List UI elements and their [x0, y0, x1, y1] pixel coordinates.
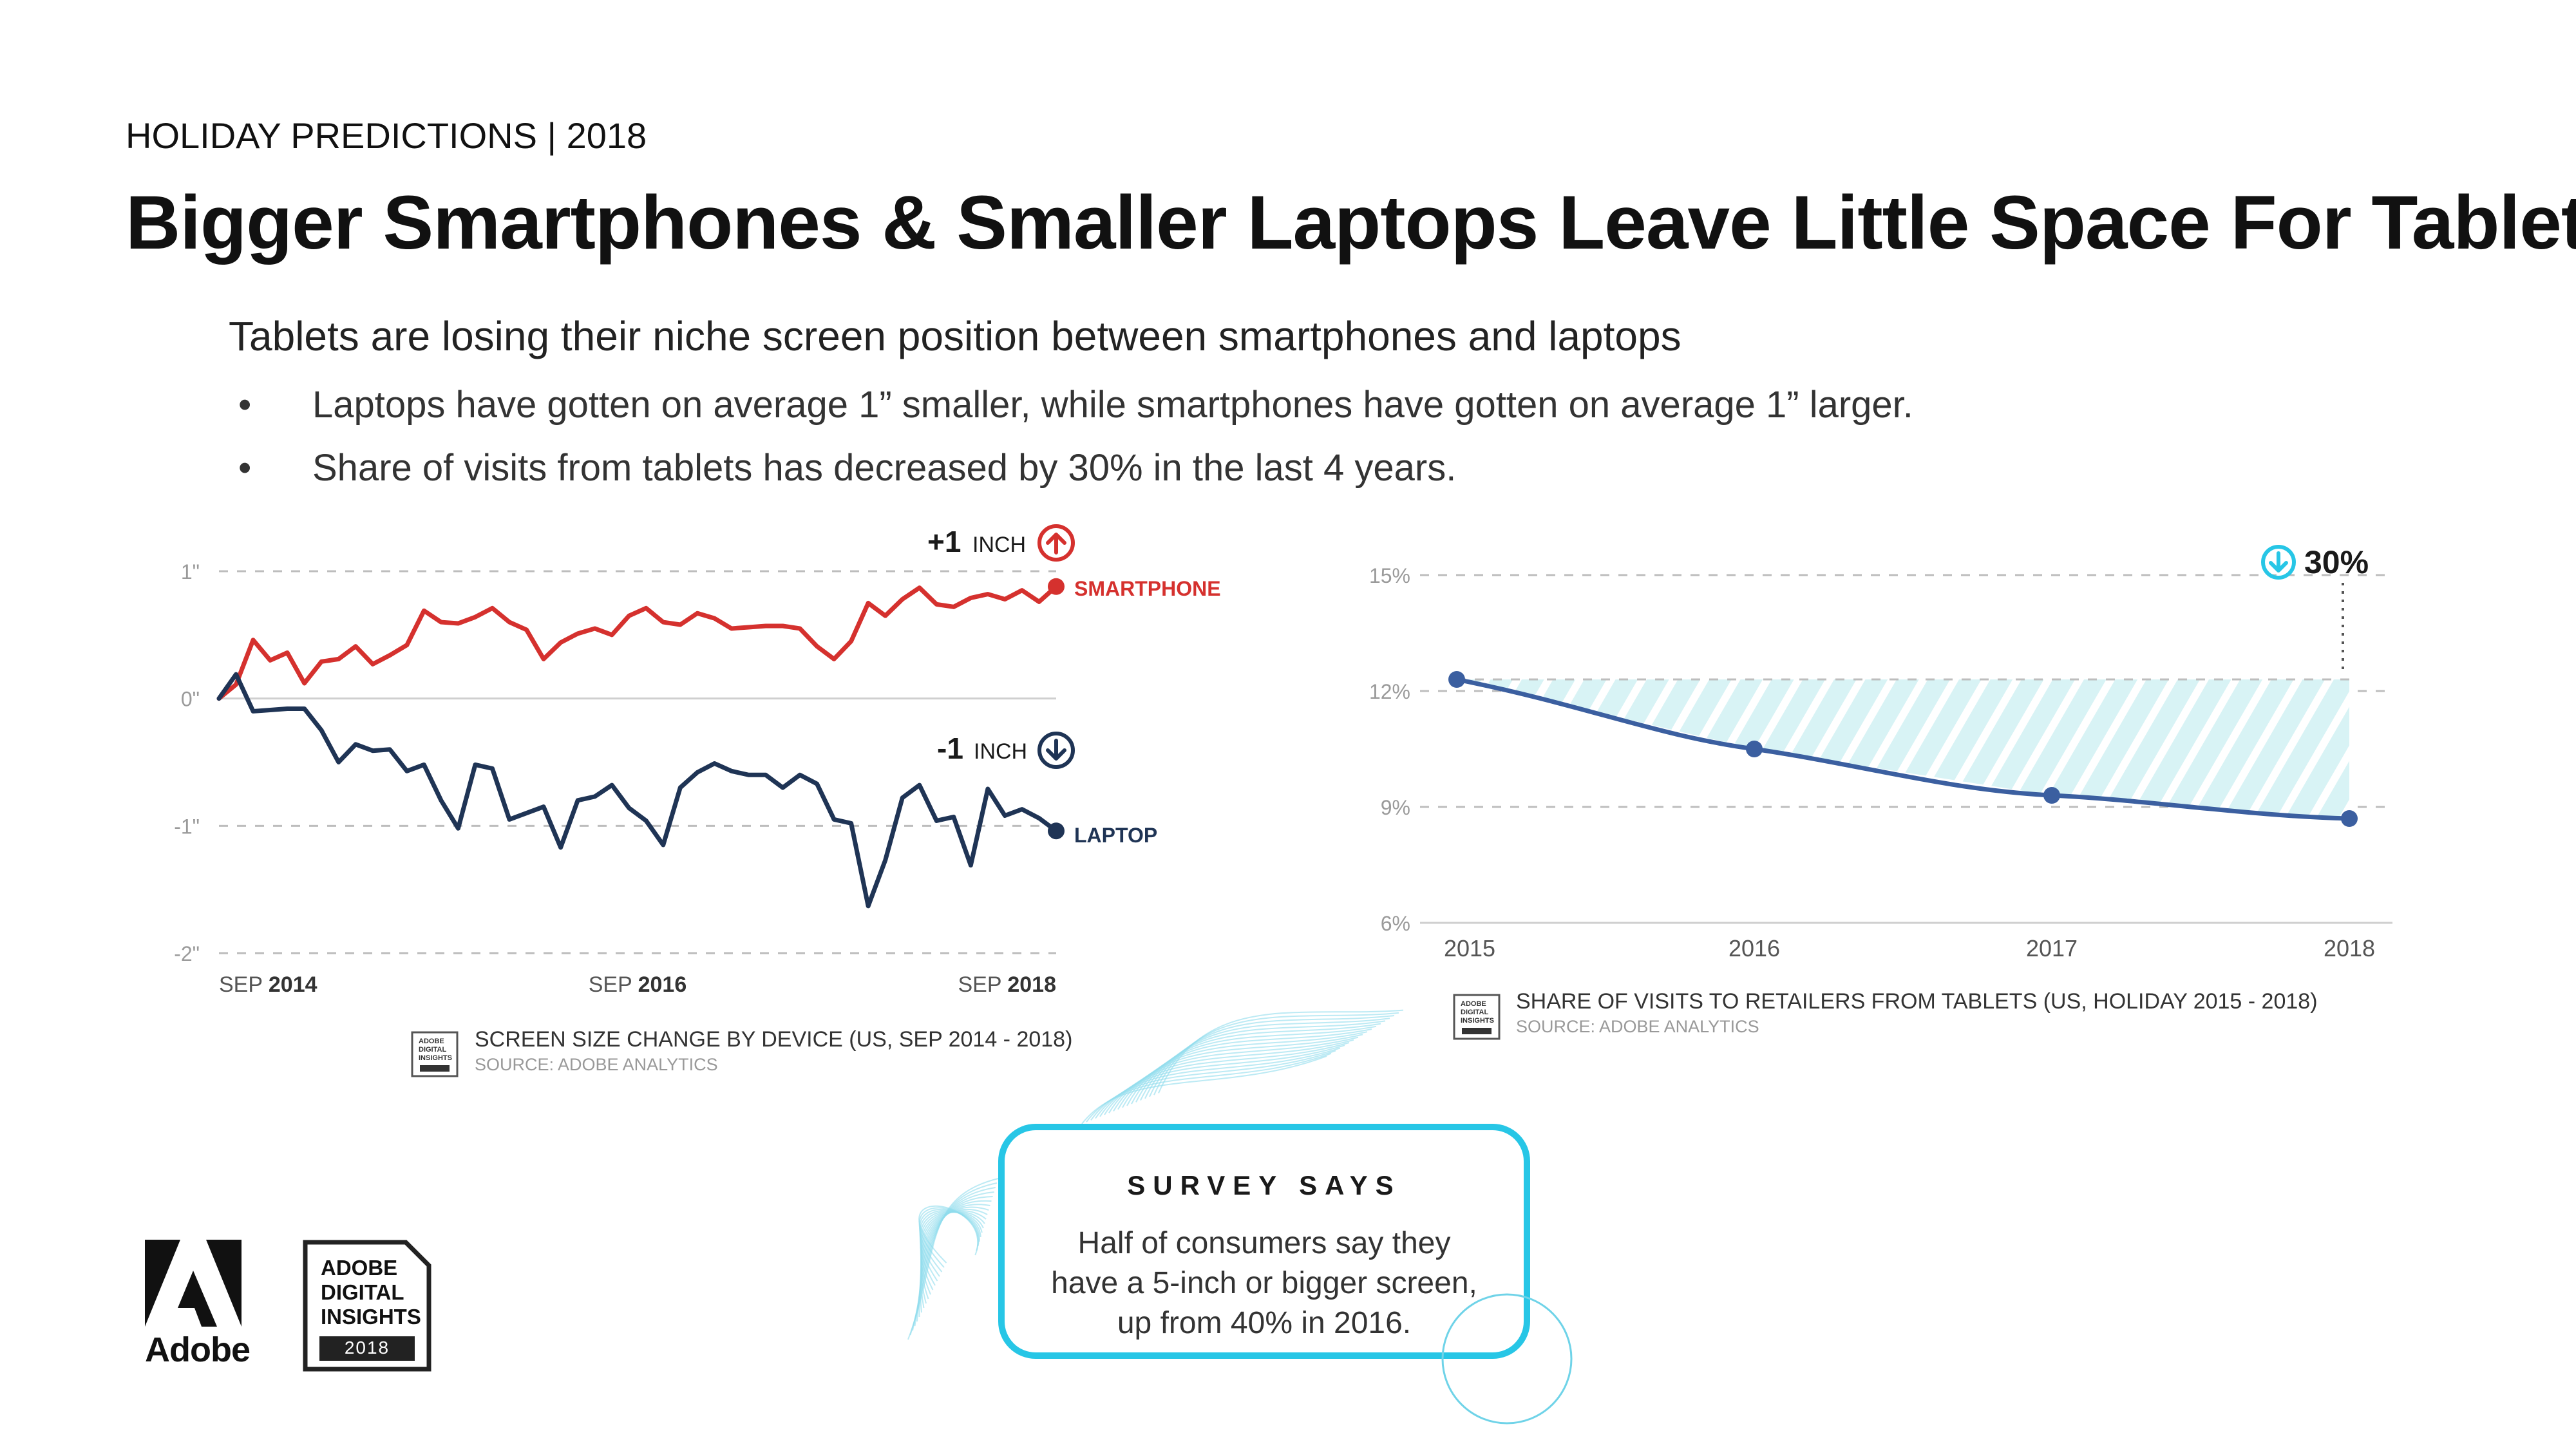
- page-title: Bigger Smartphones & Smaller Laptops Lea…: [126, 180, 2576, 265]
- laptop-series-label: LAPTOP: [1074, 824, 1157, 847]
- bullet-text: Share of visits from tablets has decreas…: [312, 447, 1457, 489]
- y-tick-label: 15%: [1369, 564, 1410, 587]
- y-tick-label: -2": [174, 942, 200, 965]
- arrow-down-circle-icon: [2261, 545, 2296, 580]
- svg-text:INSIGHTS: INSIGHTS: [419, 1054, 452, 1062]
- chart2-title: SHARE OF VISITS TO RETAILERS FROM TABLET…: [1516, 989, 2318, 1014]
- adobe-wordmark: Adobe: [145, 1331, 251, 1369]
- bullet-item: • Share of visits from tablets has decrea…: [229, 437, 1913, 500]
- svg-text:DIGITAL: DIGITAL: [419, 1046, 446, 1054]
- x-tick-label: 2018: [2324, 935, 2375, 961]
- arrow-up-circle-icon: [1037, 524, 1075, 562]
- decline-annotation: 30%: [2304, 544, 2369, 580]
- smartphone-annotation-unit: INCH: [972, 533, 1026, 557]
- smartphone-end-point: [1048, 578, 1065, 595]
- survey-body: Half of consumers say they have a 5-inch…: [1051, 1226, 1477, 1340]
- badge-line1: ADOBE: [321, 1256, 398, 1280]
- y-tick-label: 9%: [1381, 796, 1410, 819]
- survey-heading: SURVEY SAYS: [1127, 1170, 1401, 1200]
- bullet-list: • Laptops have gotten on average 1” small…: [229, 374, 1913, 500]
- bullet-dot: •: [238, 384, 252, 426]
- tablet-share-point: [2043, 787, 2060, 804]
- adobe-digital-insights-badge: ADOBE DIGITAL INSIGHTS 2018: [303, 1240, 431, 1375]
- y-tick-label: 12%: [1369, 680, 1410, 703]
- laptop-series-line: [216, 672, 1059, 909]
- bullet-dot: •: [238, 447, 252, 489]
- lead-text: Tablets are losing their niche screen po…: [229, 313, 1681, 359]
- smartphone-series-label: SMARTPHONE: [1074, 577, 1221, 600]
- x-tick-label: SEP 2016: [589, 972, 687, 997]
- svg-text:ADOBE: ADOBE: [419, 1037, 444, 1045]
- smartphone-annotation-value: +1: [927, 525, 961, 558]
- y-tick-label: 6%: [1381, 912, 1410, 935]
- tablet-share-point: [1448, 671, 1465, 688]
- y-tick-label: -1": [174, 815, 200, 838]
- svg-text:DIGITAL: DIGITAL: [1461, 1009, 1488, 1016]
- x-tick-label: SEP 2014: [219, 972, 317, 997]
- tablet-share-line: [1456, 677, 2350, 821]
- y-tick-label: 1": [181, 560, 200, 583]
- x-tick-label: 2017: [2026, 935, 2078, 961]
- adobe-logo-icon: [145, 1240, 242, 1327]
- x-tick-label: SEP 2018: [958, 972, 1056, 997]
- bullet-item: • Laptops have gotten on average 1” small…: [229, 374, 1913, 437]
- laptop-end-point: [1048, 822, 1065, 840]
- decorative-circle: [1441, 1293, 1573, 1425]
- tablet-share-point: [1746, 741, 1763, 757]
- survey-callout: SURVEY SAYS Half of consumers say they h…: [998, 1124, 1530, 1359]
- chart1-source: SOURCE: ADOBE ANALYTICS: [475, 1055, 718, 1074]
- y-tick-label: 0": [181, 688, 200, 711]
- adobe-logo: Adobe: [145, 1240, 251, 1370]
- adi-small-badge-icon: ADOBE DIGITAL INSIGHTS: [411, 1031, 459, 1077]
- x-tick-label: 2015: [1444, 935, 1495, 961]
- smartphone-series-line: [216, 584, 1059, 701]
- tablet-share-point: [2341, 810, 2358, 827]
- laptop-annotation-unit: INCH: [974, 739, 1027, 764]
- adi-small-badge-icon: ADOBE DIGITAL INSIGHTS: [1453, 994, 1501, 1040]
- svg-text:INSIGHTS: INSIGHTS: [1461, 1017, 1494, 1025]
- badge-year: 2018: [344, 1338, 390, 1358]
- chart2-source: SOURCE: ADOBE ANALYTICS: [1516, 1017, 1759, 1036]
- badge-line3: INSIGHTS: [321, 1305, 421, 1329]
- badge-line2: DIGITAL: [321, 1280, 404, 1304]
- bullet-text: Laptops have gotten on average 1” smalle…: [312, 384, 1913, 426]
- page-kicker: HOLIDAY PREDICTIONS | 2018: [126, 115, 647, 156]
- svg-text:ADOBE: ADOBE: [1461, 1000, 1486, 1008]
- laptop-annotation-value: -1: [937, 732, 963, 765]
- arrow-down-circle-icon: [1037, 732, 1075, 769]
- chart1-title: SCREEN SIZE CHANGE BY DEVICE (US, SEP 20…: [475, 1027, 1072, 1052]
- x-tick-label: 2016: [1728, 935, 1780, 961]
- decline-area: [1457, 679, 2349, 819]
